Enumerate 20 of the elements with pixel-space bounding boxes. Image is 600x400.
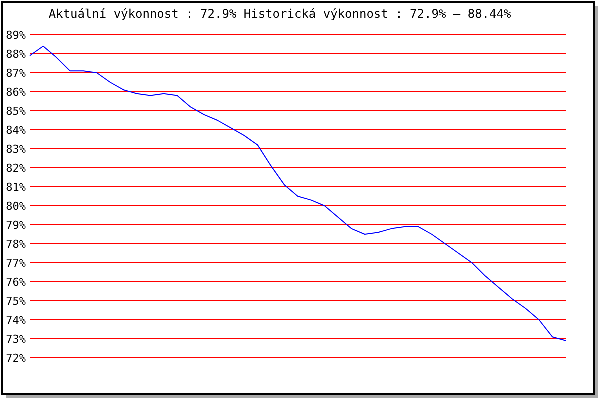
y-tick-label: 76%: [6, 276, 26, 289]
y-tick-label: 82%: [6, 162, 26, 175]
chart-title: Aktuální výkonnost : 72.9% Historická výkonnost : 72.9% – 88.44%: [48, 7, 512, 21]
y-tick-label: 77%: [6, 256, 26, 270]
y-tick-label: 85%: [6, 104, 26, 118]
y-tick-label: 75%: [6, 294, 26, 308]
y-tick-label: 88%: [6, 48, 26, 61]
y-tick-label: 86%: [6, 86, 26, 99]
y-tick-label: 89%: [6, 28, 26, 42]
y-tick-label: 74%: [6, 314, 26, 327]
line-series: [30, 46, 566, 342]
y-tick-label: 81%: [6, 180, 26, 194]
y-tick-label: 84%: [6, 124, 26, 137]
y-tick-label: 87%: [6, 66, 26, 80]
y-tick-label: 72%: [6, 352, 26, 365]
y-tick-label: 78%: [6, 238, 26, 251]
y-tick-label: 73%: [6, 332, 26, 346]
y-tick-label: 80%: [6, 200, 26, 213]
y-tick-label: 79%: [6, 218, 26, 232]
y-tick-label: 83%: [6, 142, 26, 156]
